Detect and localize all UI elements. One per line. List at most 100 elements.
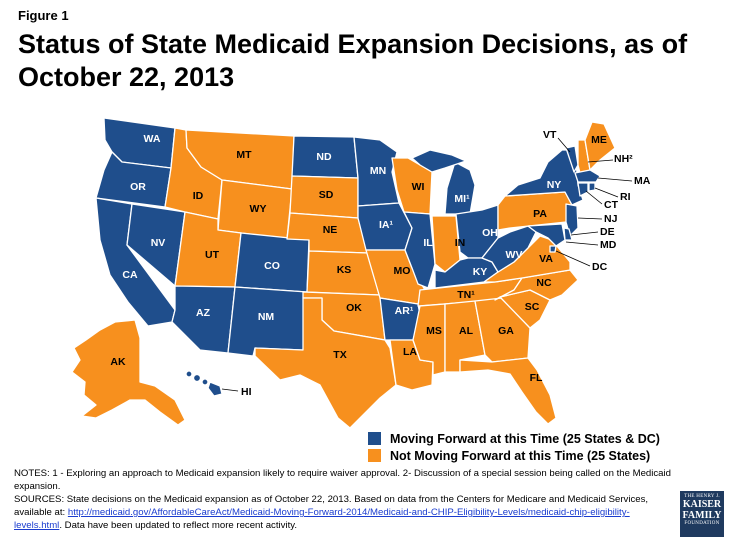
label-ri: RI (620, 191, 631, 203)
state-mn (353, 136, 400, 207)
sources-link[interactable]: http://medicaid.gov/AffordableCareAct/Me… (14, 507, 630, 531)
state-me (584, 121, 616, 171)
sources-line: SOURCES: State decisions on the Medicaid… (14, 493, 674, 532)
label-ia: IA¹ (379, 219, 394, 231)
legend-swatch-not-moving (368, 449, 381, 463)
label-in: IN (455, 237, 466, 249)
label-de: DE (600, 226, 615, 238)
legend-label-moving: Moving Forward at this Time (25 States &… (390, 431, 660, 446)
leader-nj (577, 217, 603, 220)
label-nd: ND (316, 151, 332, 163)
label-hi: HI (241, 386, 252, 398)
notes-line: NOTES: 1 - Exploring an approach to Medi… (14, 468, 671, 492)
label-vt: VT (543, 129, 557, 141)
label-va: VA (539, 253, 553, 265)
state-ct (577, 182, 589, 197)
state-wv (481, 225, 537, 273)
label-ks: KS (337, 264, 352, 276)
label-nj: NJ (604, 213, 618, 225)
figure-label: Figure 1 (18, 8, 69, 23)
label-wy: WY (250, 203, 267, 215)
label-co: CO (264, 260, 280, 272)
state-nc (494, 269, 579, 301)
kff-logo: THE HENRY J. KAISER FAMILY FOUNDATION (680, 491, 724, 537)
label-pa: PA (533, 208, 547, 220)
state-ak (71, 319, 186, 426)
label-or: OR (130, 181, 146, 193)
label-mt: MT (236, 149, 252, 161)
state-az (171, 285, 236, 354)
state-tx (254, 297, 397, 429)
page-title: Status of State Medicaid Expansion Decis… (18, 29, 688, 92)
state-hi-island-3 (201, 378, 209, 386)
state-mi-upper (411, 149, 467, 173)
leader-hi (221, 388, 239, 392)
leader-ma (597, 177, 633, 182)
label-me: ME (591, 134, 607, 146)
label-ar: AR¹ (395, 305, 414, 317)
label-mn: MN (370, 165, 386, 177)
label-ga: GA (498, 325, 514, 337)
label-mi: MI¹ (454, 193, 470, 205)
label-nh: NH² (614, 153, 633, 165)
state-hi-island-4 (207, 381, 223, 397)
state-ri (588, 182, 596, 192)
state-hi-island-2 (192, 373, 202, 383)
label-tn: TN¹ (457, 289, 475, 301)
label-tx: TX (333, 349, 346, 361)
label-az: AZ (196, 307, 211, 319)
state-fl (459, 357, 557, 425)
legend-item-moving: Moving Forward at this Time (25 States &… (368, 430, 660, 448)
label-al: AL (459, 325, 474, 337)
label-ok: OK (346, 302, 362, 314)
us-map: WA OR CA NV ID MT WY UT CO AZ NM ND SD N… (71, 117, 651, 429)
leader-de (570, 231, 599, 236)
sources-prefix: SOURCES: State decisions on the Medicaid… (14, 494, 649, 518)
label-la: LA (403, 346, 417, 358)
leader-ct (585, 190, 603, 205)
state-il (403, 211, 436, 289)
state-ma (574, 169, 601, 183)
leader-dc (555, 250, 591, 267)
sources-suffix: . Data have been updated to reflect more… (59, 520, 297, 531)
logo-line-4: FOUNDATION (684, 521, 720, 526)
label-wa: WA (144, 133, 161, 145)
legend-swatch-moving (368, 432, 381, 446)
label-ca: CA (122, 269, 138, 281)
notes-block: NOTES: 1 - Exploring an approach to Medi… (14, 467, 674, 532)
label-ky: KY (473, 266, 488, 278)
logo-line-1: THE HENRY J. (684, 494, 720, 499)
label-dc: DC (592, 261, 608, 273)
state-mi (444, 161, 476, 215)
label-nc: NC (536, 277, 552, 289)
logo-line-3: FAMILY (682, 510, 722, 521)
label-fl: FL (530, 372, 543, 384)
label-ak: AK (110, 356, 126, 368)
label-mo: MO (394, 265, 411, 277)
label-wv: WV (506, 249, 523, 261)
leader-vt (557, 137, 571, 153)
label-nv: NV (151, 237, 166, 249)
label-ny: NY (547, 179, 562, 191)
label-il: IL (423, 237, 433, 249)
legend-item-not-moving: Not Moving Forward at this Time (25 Stat… (368, 447, 650, 465)
logo-line-2: KAISER (682, 499, 722, 510)
leader-md (565, 241, 599, 246)
label-sd: SD (319, 189, 334, 201)
label-ne: NE (323, 224, 338, 236)
label-ms: MS (426, 325, 442, 337)
state-hi-island-1 (185, 370, 193, 378)
label-md: MD (600, 239, 617, 251)
leader-ri (594, 187, 619, 198)
label-ut: UT (205, 249, 220, 261)
label-id: ID (193, 190, 204, 202)
label-wi: WI (412, 181, 425, 193)
state-nj (565, 203, 579, 237)
legend-label-not-moving: Not Moving Forward at this Time (25 Stat… (390, 448, 651, 463)
leader-nh (587, 159, 614, 163)
state-dc (549, 245, 557, 253)
label-oh: OH (482, 227, 498, 239)
label-sc: SC (525, 301, 540, 313)
label-ct: CT (604, 199, 619, 211)
label-nm: NM (258, 311, 275, 323)
